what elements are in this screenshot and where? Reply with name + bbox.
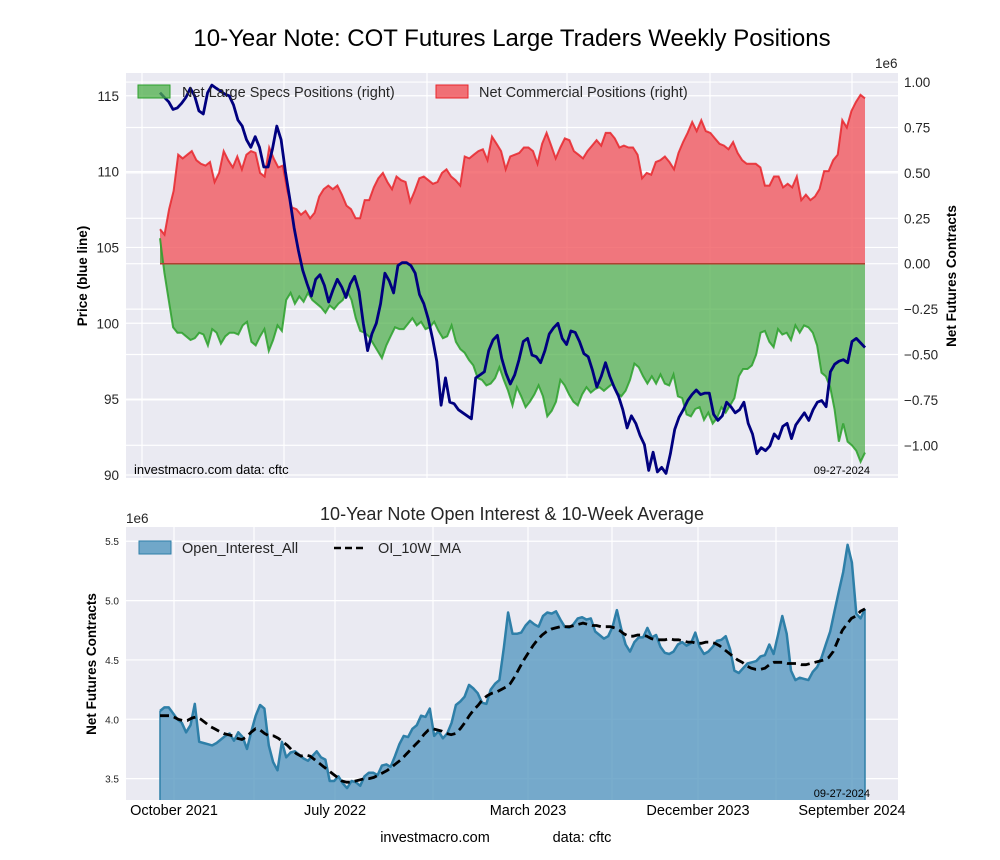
open-interest-area bbox=[160, 544, 865, 800]
oi-tick-label: 4.5 bbox=[105, 656, 119, 667]
net-contracts-axis-ticks: 1.00 0.75 0.50 0.25 0.00 −0.25 −0.50 −0.75 −1.00 bbox=[904, 75, 938, 453]
legend-swatch-open-interest bbox=[138, 540, 172, 555]
legend-swatch-specs bbox=[137, 84, 171, 99]
open-interest-axis-multiplier: 1e6 bbox=[126, 511, 149, 526]
contracts-tick-label: 0.25 bbox=[904, 211, 930, 226]
specs-area bbox=[160, 238, 865, 462]
positions-watermark: investmacro.com data: cftc bbox=[134, 462, 289, 477]
legend-label-commercial: Net Commercial Positions (right) bbox=[479, 85, 688, 101]
open-interest-axis-label: Net Futures Contracts bbox=[84, 593, 99, 735]
oi-tick-label: 3.5 bbox=[105, 775, 119, 786]
contracts-tick-label: 0.00 bbox=[904, 257, 930, 272]
footer-site: investmacro.com bbox=[380, 830, 490, 846]
moving-average-line bbox=[160, 607, 866, 784]
open-interest-chart: 10-Year Note Open Interest & 10-Week Ave… bbox=[84, 504, 906, 819]
price-axis-ticks: 90 95 100 105 110 115 bbox=[96, 89, 119, 483]
open-interest-title: 10-Year Note Open Interest & 10-Week Ave… bbox=[320, 504, 704, 524]
oi-tick-label: 5.5 bbox=[105, 537, 119, 548]
oi-tick-label: 4.0 bbox=[105, 715, 119, 726]
date-tick-label: December 2023 bbox=[646, 803, 749, 819]
right-axis-multiplier: 1e6 bbox=[875, 56, 898, 71]
contracts-tick-label: −0.50 bbox=[904, 348, 938, 363]
price-line bbox=[158, 83, 867, 475]
positions-areas bbox=[158, 83, 867, 475]
date-tick-label: July 2022 bbox=[304, 803, 366, 819]
open-interest-axis-ticks: 3.5 4.0 4.5 5.0 5.5 bbox=[105, 537, 119, 785]
legend-label-specs: Net Large Specs Positions (right) bbox=[182, 85, 395, 101]
specs-line bbox=[159, 238, 866, 465]
commercial-line bbox=[159, 93, 866, 237]
oi-tick-label: 5.0 bbox=[105, 597, 119, 608]
legend-label-ma: OI_10W_MA bbox=[378, 541, 461, 557]
price-tick-label: 115 bbox=[97, 89, 119, 104]
positions-date-label: 09-27-2024 bbox=[814, 465, 870, 477]
footer-source: data: cftc bbox=[553, 830, 612, 846]
open-interest-legend: Open_Interest_All OI_10W_MA bbox=[138, 540, 461, 557]
date-tick-label: October 2021 bbox=[130, 803, 218, 819]
price-tick-label: 95 bbox=[104, 392, 119, 407]
positions-chart: 90 95 100 105 110 115 1.00 0.75 0.50 0.25 0.00 −0.… bbox=[75, 56, 959, 483]
open-interest-areas bbox=[159, 543, 867, 800]
contracts-tick-label: 1.00 bbox=[904, 75, 930, 90]
price-tick-label: 90 bbox=[104, 468, 119, 483]
open-interest-date-label: 09-27-2024 bbox=[814, 788, 870, 800]
open-interest-line bbox=[159, 543, 867, 790]
contracts-tick-label: −0.75 bbox=[904, 393, 938, 408]
contracts-tick-label: −0.25 bbox=[904, 302, 938, 317]
net-contracts-axis-label: Net Futures Contracts bbox=[944, 205, 959, 347]
date-axis-ticks: October 2021 July 2022 March 2023 December … bbox=[130, 803, 906, 819]
figure-title: 10-Year Note: COT Futures Large Traders … bbox=[193, 25, 830, 52]
contracts-tick-label: −1.00 bbox=[904, 438, 938, 453]
commercial-area bbox=[160, 94, 865, 264]
positions-legend: Net Large Specs Positions (right) Net Co… bbox=[137, 84, 688, 101]
price-axis-label: Price (blue line) bbox=[75, 226, 90, 327]
legend-swatch-commercial bbox=[435, 84, 469, 99]
contracts-tick-label: 0.50 bbox=[904, 166, 930, 181]
legend-label-open-interest: Open_Interest_All bbox=[182, 541, 298, 557]
date-tick-label: March 2023 bbox=[490, 803, 567, 819]
price-tick-label: 110 bbox=[97, 165, 119, 180]
price-tick-label: 100 bbox=[96, 316, 119, 331]
date-tick-label: September 2024 bbox=[798, 803, 905, 819]
price-tick-label: 105 bbox=[96, 240, 119, 255]
contracts-tick-label: 0.75 bbox=[904, 120, 930, 135]
